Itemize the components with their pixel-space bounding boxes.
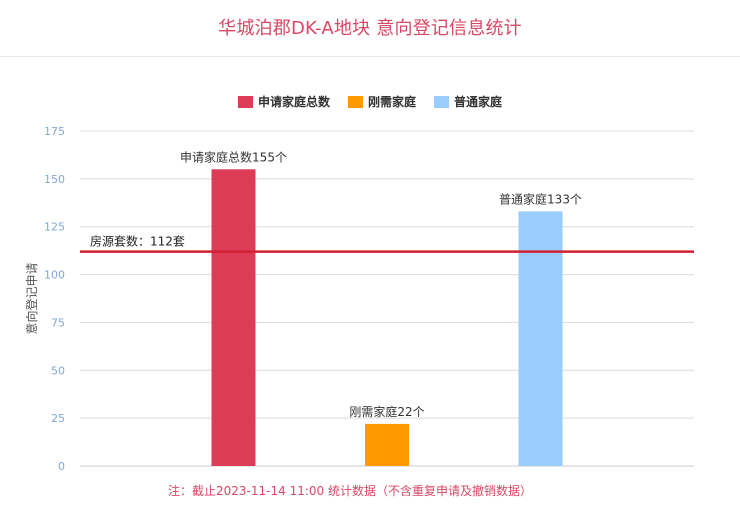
bar-value-label: 申请家庭总数155个 <box>180 149 287 164</box>
reference-line-label: 房源套数：112套 <box>90 234 185 249</box>
y-axis-label: 意向登记申请 <box>24 262 39 334</box>
bar <box>365 423 409 466</box>
legend-swatch <box>434 96 449 108</box>
y-tick-label: 150 <box>44 173 65 186</box>
chart-header: 华城泊郡DK-A地块 意向登记信息统计 <box>0 0 740 57</box>
legend-label: 刚需家庭 <box>368 94 416 109</box>
y-tick-label: 100 <box>44 269 65 282</box>
bar-value-label: 刚需家庭22个 <box>349 404 424 419</box>
bar <box>211 169 256 467</box>
bar-value-label: 普通家庭133个 <box>499 191 582 206</box>
chart-title: 华城泊郡DK-A地块 意向登记信息统计 <box>218 18 522 39</box>
legend-label: 申请家庭总数 <box>258 94 331 109</box>
y-tick-label: 25 <box>51 412 65 425</box>
y-tick-label: 125 <box>44 221 65 234</box>
legend-label: 普通家庭 <box>454 94 502 109</box>
y-tick-label: 0 <box>58 460 65 473</box>
y-tick-label: 175 <box>44 125 65 138</box>
legend-swatch <box>348 96 363 108</box>
footnote: 注：截止2023-11-14 11:00 统计数据（不含重复申请及撤销数据） <box>168 484 532 498</box>
y-tick-label: 75 <box>51 316 65 329</box>
legend-swatch <box>238 96 253 108</box>
y-tick-label: 50 <box>51 364 65 377</box>
bar <box>518 211 563 466</box>
